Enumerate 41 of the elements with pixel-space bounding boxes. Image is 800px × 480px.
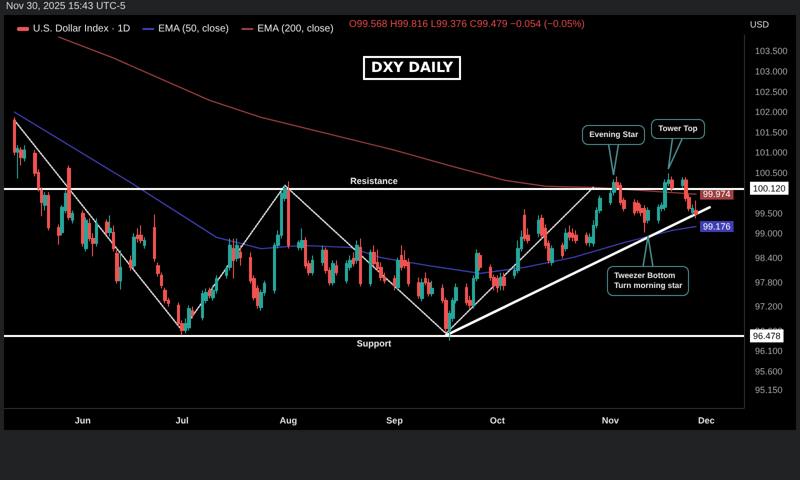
y-tick-label: 100.500 — [750, 168, 788, 178]
y-tick-label: 99.500 — [750, 208, 783, 218]
annotation: Evening Star — [582, 125, 646, 146]
ref-line-label: Resistance — [350, 176, 398, 186]
y-tick-label: 102.000 — [750, 107, 788, 118]
y-tick-label: 95.600 — [750, 366, 783, 377]
x-tick-label: Jun — [74, 416, 91, 426]
annotation: Tower Top — [651, 119, 705, 140]
x-tick-label: Sep — [386, 416, 404, 426]
legend-label: EMA (200, close) — [257, 24, 334, 34]
y-tick-label: 100.120 — [753, 183, 786, 194]
legend-label: U.S. Dollar Index · 1D — [33, 24, 130, 34]
y-tick-label: 103.000 — [750, 66, 788, 76]
y-tick-label: 96.100 — [750, 346, 783, 356]
y-tick-label: 98.400 — [750, 252, 783, 263]
legend-label: EMA (50, close) — [158, 24, 229, 34]
y-tick-label: 97.800 — [750, 277, 783, 288]
y-tick-label: 103.500 — [750, 46, 788, 56]
y-tick-label: 101.500 — [750, 127, 788, 138]
data-label: 99.176 — [703, 222, 731, 232]
data-label: 99.974 — [703, 189, 731, 200]
text: O99.568 H99.816 L99.376 C99.479 −0.054 (−0.05%) — [349, 19, 585, 30]
y-tick-label: 99.000 — [750, 228, 783, 239]
text: Nov 30, 2025 15:43 UTC-5 — [6, 1, 126, 12]
text: DXY DAILY — [371, 60, 454, 76]
y-tick-label: 96.478 — [753, 330, 781, 341]
y-tick-label: 97.200 — [750, 302, 783, 312]
annotation: Tweezer Bottom Turn morning star — [607, 266, 690, 296]
y-tick-label: 101.000 — [750, 148, 788, 158]
y-axis-title: USD — [750, 20, 770, 30]
callout-box: Evening Star — [582, 125, 646, 180]
x-tick-label: Nov — [602, 416, 619, 426]
y-tick-label: 102.500 — [750, 86, 788, 97]
x-tick-label: Oct — [490, 416, 505, 426]
x-tick-label: Aug — [280, 416, 298, 426]
x-tick-label: Jul — [176, 416, 189, 426]
callout-box: Tweezer Bottom Turn morning star — [607, 232, 690, 296]
callout-box: Tower Top — [651, 119, 704, 174]
y-tick-label: 95.150 — [750, 384, 783, 395]
x-tick-label: Dec — [698, 416, 715, 426]
ref-line-label: Support — [356, 338, 392, 348]
